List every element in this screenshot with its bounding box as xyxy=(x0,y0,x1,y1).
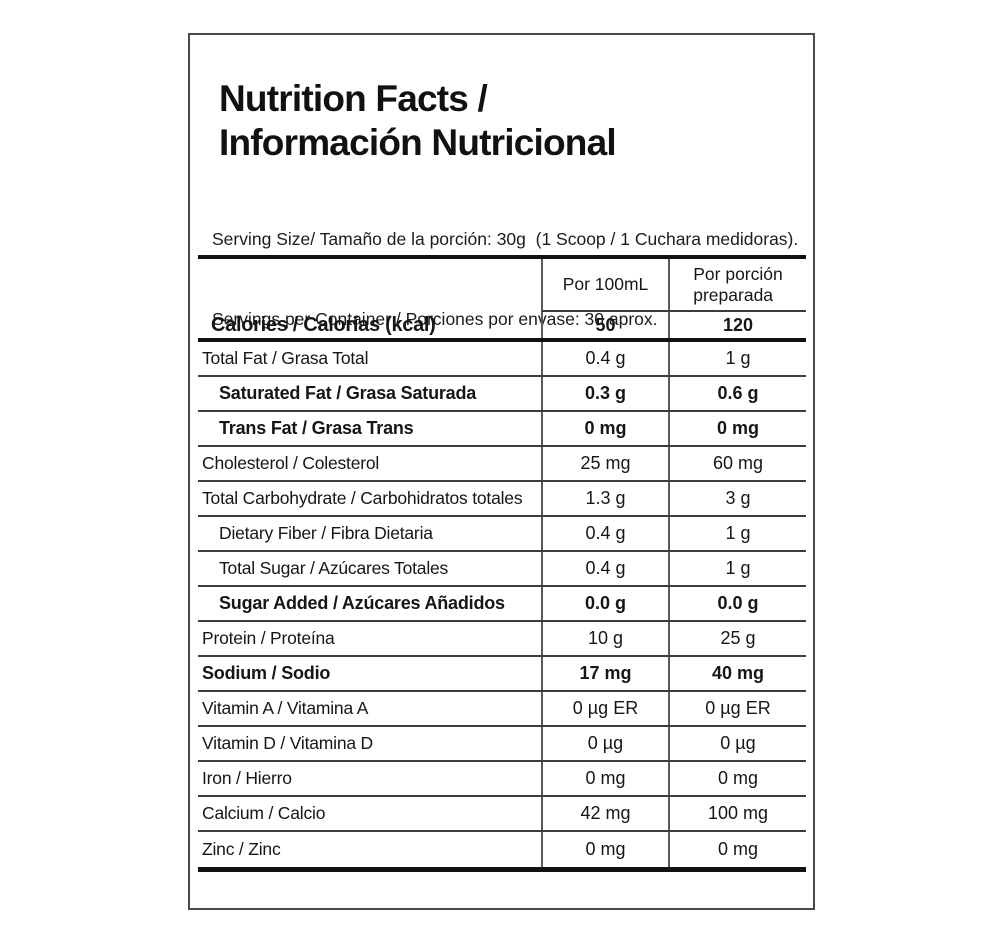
value-per-100ml: 0.4 g xyxy=(541,517,668,550)
table-row: Iron / Hierro 0 mg 0 mg xyxy=(198,762,806,797)
value-per-100ml: 0.0 g xyxy=(541,587,668,620)
nutrient-label: Trans Fat / Grasa Trans xyxy=(219,418,414,438)
nutrient-label: Total Fat / Grasa Total xyxy=(202,348,369,368)
nutrient-label: Sugar Added / Azúcares Añadidos xyxy=(219,593,505,613)
nutrition-label: Nutrition Facts / Información Nutriciona… xyxy=(188,33,815,910)
value-per-100ml: 1.3 g xyxy=(541,482,668,515)
value-per-100ml: 0 µg ER xyxy=(541,692,668,725)
table-header-row: Por 100mL Por porción preparada xyxy=(198,259,806,312)
value-per-serving: 0.6 g xyxy=(668,377,806,410)
value-per-100ml: 42 mg xyxy=(541,797,668,830)
value-per-100ml: 0.4 g xyxy=(541,552,668,585)
value-per-100ml: 10 g xyxy=(541,622,668,655)
value-per-serving: 1 g xyxy=(668,517,806,550)
calories-per-100ml: 50 xyxy=(541,312,668,338)
value-per-100ml: 0.3 g xyxy=(541,377,668,410)
value-per-serving: 0 mg xyxy=(668,832,806,867)
nutrient-label: Total Carbohydrate / Carbohidratos total… xyxy=(202,488,523,508)
value-per-serving: 1 g xyxy=(668,342,806,375)
table-row: Total Sugar / Azúcares Totales 0.4 g 1 g xyxy=(198,552,806,587)
nutrient-label: Cholesterol / Colesterol xyxy=(202,453,380,473)
value-per-serving: 0 µg ER xyxy=(668,692,806,725)
value-per-serving: 1 g xyxy=(668,552,806,585)
title-line-english: Nutrition Facts / xyxy=(219,78,488,119)
serving-size-text: Serving Size/ Tamaño de la porción: 30g … xyxy=(212,229,799,249)
table-row: Trans Fat / Grasa Trans 0 mg 0 mg xyxy=(198,412,806,447)
table-row: Protein / Proteína 10 g 25 g xyxy=(198,622,806,657)
header-per-serving: Por porción preparada xyxy=(668,259,806,312)
calories-row: Calories / Calorías (kcal) 50 120 xyxy=(198,312,806,342)
value-per-serving: 0 µg xyxy=(668,727,806,760)
nutrient-rows-container: Total Fat / Grasa Total 0.4 g 1 g Satura… xyxy=(198,342,806,872)
label-title: Nutrition Facts / Información Nutriciona… xyxy=(219,77,617,165)
table-row: Saturated Fat / Grasa Saturada 0.3 g 0.6… xyxy=(198,377,806,412)
header-per-100ml: Por 100mL xyxy=(541,259,668,312)
value-per-100ml: 0 µg xyxy=(541,727,668,760)
value-per-serving: 100 mg xyxy=(668,797,806,830)
value-per-serving: 0.0 g xyxy=(668,587,806,620)
nutrient-label: Dietary Fiber / Fibra Dietaria xyxy=(219,523,433,543)
calories-label: Calories / Calorías (kcal) xyxy=(211,313,436,336)
table-row: Cholesterol / Colesterol 25 mg 60 mg xyxy=(198,447,806,482)
calories-per-serving: 120 xyxy=(668,312,806,338)
title-line-spanish: Información Nutricional xyxy=(219,122,617,163)
value-per-100ml: 0 mg xyxy=(541,762,668,795)
nutrient-label: Total Sugar / Azúcares Totales xyxy=(219,558,449,578)
nutrient-label: Zinc / Zinc xyxy=(202,839,281,859)
value-per-serving: 60 mg xyxy=(668,447,806,480)
nutrient-label: Calcium / Calcio xyxy=(202,803,326,823)
value-per-serving: 0 mg xyxy=(668,412,806,445)
table-row: Vitamin D / Vitamina D 0 µg 0 µg xyxy=(198,727,806,762)
value-per-serving: 3 g xyxy=(668,482,806,515)
table-row: Total Fat / Grasa Total 0.4 g 1 g xyxy=(198,342,806,377)
value-per-100ml: 25 mg xyxy=(541,447,668,480)
value-per-100ml: 0.4 g xyxy=(541,342,668,375)
value-per-serving: 25 g xyxy=(668,622,806,655)
value-per-serving: 0 mg xyxy=(668,762,806,795)
value-per-100ml: 0 mg xyxy=(541,412,668,445)
servings-per-container-text: Servings per Container / Porciones por e… xyxy=(212,308,658,329)
nutrient-label: Vitamin A / Vitamina A xyxy=(202,698,369,718)
nutrient-label: Vitamin D / Vitamina D xyxy=(202,733,373,753)
header-per-serving-text: Por porción preparada xyxy=(693,263,783,305)
table-row: Total Carbohydrate / Carbohidratos total… xyxy=(198,482,806,517)
header-empty-cell xyxy=(198,259,541,312)
table-row: Dietary Fiber / Fibra Dietaria 0.4 g 1 g xyxy=(198,517,806,552)
nutrient-label: Saturated Fat / Grasa Saturada xyxy=(219,383,477,403)
table-row: Zinc / Zinc 0 mg 0 mg xyxy=(198,832,806,867)
nutrient-label: Iron / Hierro xyxy=(202,768,292,788)
nutrient-label: Sodium / Sodio xyxy=(202,663,331,683)
nutrition-table: Por 100mL Por porción preparada Calories… xyxy=(198,255,806,872)
table-row: Calcium / Calcio 42 mg 100 mg xyxy=(198,797,806,832)
table-row: Vitamin A / Vitamina A 0 µg ER 0 µg ER xyxy=(198,692,806,727)
table-row: Sodium / Sodio 17 mg 40 mg xyxy=(198,657,806,692)
nutrient-label: Protein / Proteína xyxy=(202,628,335,648)
value-per-100ml: 0 mg xyxy=(541,832,668,867)
serving-info: Serving Size/ Tamaño de la porción: 30g … xyxy=(212,173,798,385)
table-row: Sugar Added / Azúcares Añadidos 0.0 g 0.… xyxy=(198,587,806,622)
value-per-serving: 40 mg xyxy=(668,657,806,690)
value-per-100ml: 17 mg xyxy=(541,657,668,690)
